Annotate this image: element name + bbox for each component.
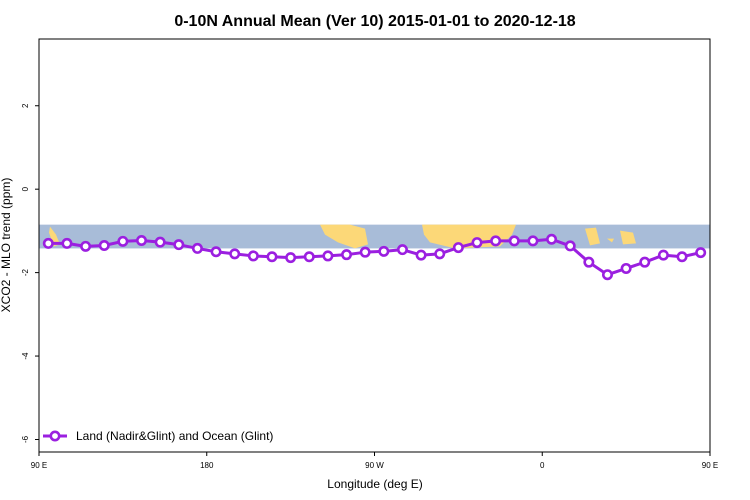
data-point [359, 246, 371, 258]
x-tick-label: 90 W [365, 461, 384, 470]
legend: Land (Nadir&Glint) and Ocean (Glint) [43, 429, 273, 443]
data-point [191, 242, 203, 254]
data-point [210, 246, 222, 258]
data-point [136, 234, 148, 246]
data-point [247, 250, 259, 262]
x-tick-label: 0 [540, 461, 545, 470]
data-point [396, 244, 408, 256]
data-point [229, 248, 241, 260]
data-point [322, 250, 334, 262]
x-tick-label: 90 E [31, 461, 47, 470]
map-land [620, 230, 636, 245]
data-point [98, 240, 110, 252]
data-point [341, 249, 353, 261]
data-point [378, 245, 390, 257]
map-land [49, 226, 60, 247]
data-point [695, 247, 707, 259]
data-point [657, 249, 669, 261]
x-axis-label: Longitude (deg E) [327, 477, 422, 491]
data-point [154, 236, 166, 248]
data-point [490, 235, 502, 247]
map-land [607, 238, 614, 243]
y-tick-label: 2 [21, 103, 30, 108]
data-point [564, 240, 576, 252]
data-point [285, 252, 297, 264]
legend-entry-label: Land (Nadir&Glint) and Ocean (Glint) [76, 429, 273, 443]
y-tick-label: 0 [21, 186, 30, 191]
y-tick-label: -4 [21, 352, 30, 360]
data-point [452, 242, 464, 254]
data-point [42, 237, 54, 249]
data-point [415, 249, 427, 261]
data-point [61, 237, 73, 249]
data-point [117, 235, 129, 247]
axis-ticks: 90 E 180 90 W 0 90 E 2 0 -2 -4 -6 [21, 103, 718, 470]
plot-frame [38, 38, 711, 453]
map-land [320, 224, 368, 249]
legend-marker-swatch [49, 430, 61, 442]
data-point [434, 248, 446, 260]
map-ocean [39, 224, 710, 249]
data-point [80, 240, 92, 252]
y-tick-label: -2 [21, 269, 30, 277]
data-point [583, 256, 595, 268]
x-tick-label: 180 [200, 461, 214, 470]
data-point [173, 239, 185, 251]
data-point [620, 262, 632, 274]
data-point [676, 251, 688, 263]
data-point [527, 235, 539, 247]
data-series [42, 233, 707, 281]
y-tick-label: -6 [21, 435, 30, 443]
data-point [303, 251, 315, 263]
data-point [266, 251, 278, 263]
data-point [639, 256, 651, 268]
y-axis-label: XCO2 - MLO trend (ppm) [0, 178, 13, 313]
data-point [508, 235, 520, 247]
data-point [601, 269, 613, 281]
data-point [546, 233, 558, 245]
chart-title: 0-10N Annual Mean (Ver 10) 2015-01-01 to… [174, 13, 575, 30]
map-land [585, 227, 600, 246]
data-point [471, 237, 483, 249]
x-tick-label: 90 E [702, 461, 718, 470]
